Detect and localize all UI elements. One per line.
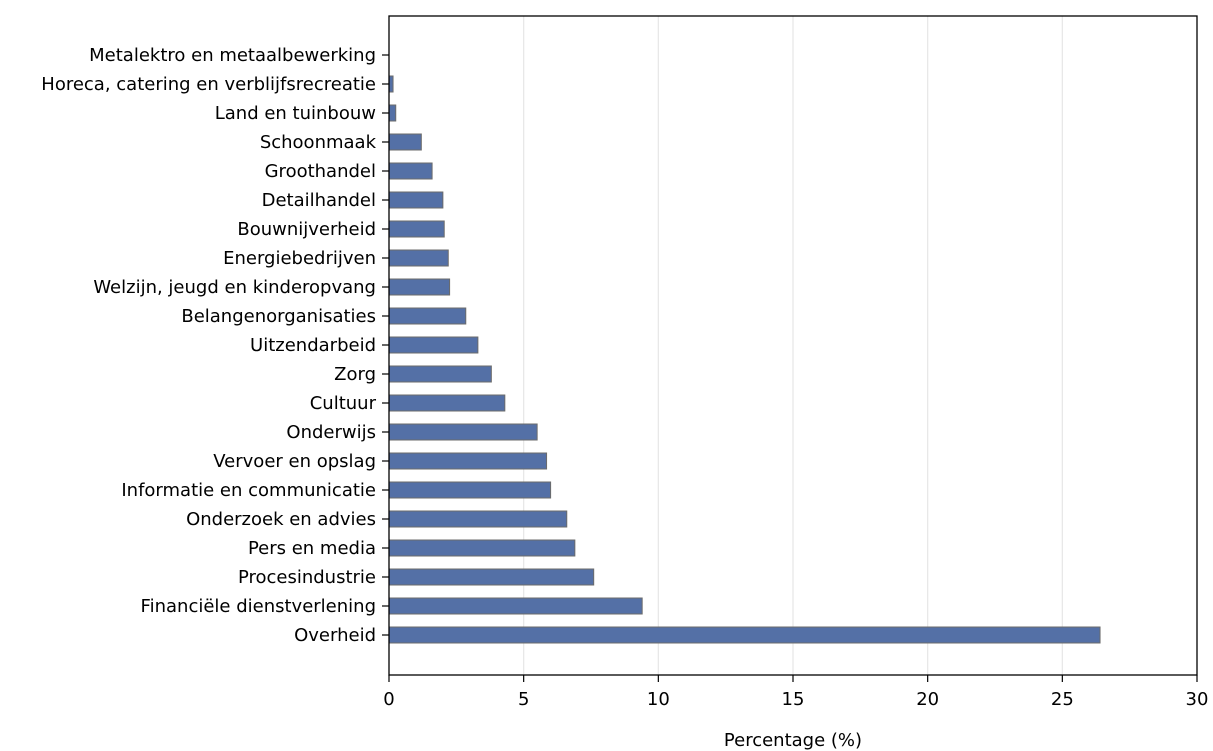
bar: [388, 133, 422, 151]
category-label: Onderzoek en advies: [186, 509, 376, 530]
x-tick-label: 20: [916, 689, 939, 710]
bar: [388, 510, 568, 528]
bar: [388, 336, 479, 354]
x-tick-label: 5: [518, 689, 529, 710]
category-label: Financiële dienstverlening: [141, 596, 376, 617]
bar: [388, 104, 397, 122]
category-label: Energiebedrijven: [223, 248, 376, 269]
bars: [388, 75, 1101, 644]
bar: [388, 278, 451, 296]
bar: [388, 162, 433, 180]
category-label: Welzijn, jeugd en kinderopvang: [93, 277, 376, 298]
bar: [388, 191, 444, 209]
bar: [388, 481, 552, 499]
category-label: Schoonmaak: [260, 132, 377, 153]
category-label: Procesindustrie: [238, 567, 376, 588]
category-label: Horeca, catering en verblijfsrecreatie: [41, 74, 376, 95]
category-label: Vervoer en opslag: [213, 451, 376, 472]
x-tick-label: 30: [1186, 689, 1209, 710]
bar: [388, 307, 467, 325]
category-label: Land en tuinbouw: [215, 103, 376, 124]
x-tick-label: 0: [383, 689, 394, 710]
category-label: Bouwnijverheid: [237, 219, 376, 240]
category-label: Belangenorganisaties: [181, 306, 376, 327]
category-label: Informatie en communicatie: [121, 480, 376, 501]
grid-lines: [523, 16, 1063, 675]
category-label: Overheid: [294, 625, 376, 646]
bar: [388, 568, 595, 586]
bar: [388, 394, 506, 412]
bar: [388, 220, 445, 238]
x-tick-label: 10: [647, 689, 670, 710]
x-axis-title: Percentage (%): [724, 730, 862, 751]
x-ticks: 0 5 10 15 20 25 30: [383, 675, 1208, 710]
bar: [388, 597, 643, 615]
y-tick-marks: [382, 54, 389, 636]
bar: [388, 423, 538, 441]
bar: [388, 539, 576, 557]
bar: [388, 626, 1101, 644]
category-label: Zorg: [334, 364, 376, 385]
category-label: Metalektro en metaalbewerking: [89, 45, 376, 66]
category-label: Pers en media: [248, 538, 376, 559]
category-label: Uitzendarbeid: [250, 335, 376, 356]
category-label: Detailhandel: [262, 190, 376, 211]
x-tick-label: 15: [782, 689, 805, 710]
bar: [388, 365, 492, 383]
category-label: Cultuur: [310, 393, 377, 414]
category-label: Groothandel: [265, 161, 376, 182]
category-label: Onderwijs: [286, 422, 376, 443]
bar: [388, 452, 548, 470]
bar: [388, 249, 449, 267]
x-tick-label: 25: [1051, 689, 1074, 710]
category-labels: Metalektro en metaalbewerking Horeca, cat…: [41, 45, 376, 646]
